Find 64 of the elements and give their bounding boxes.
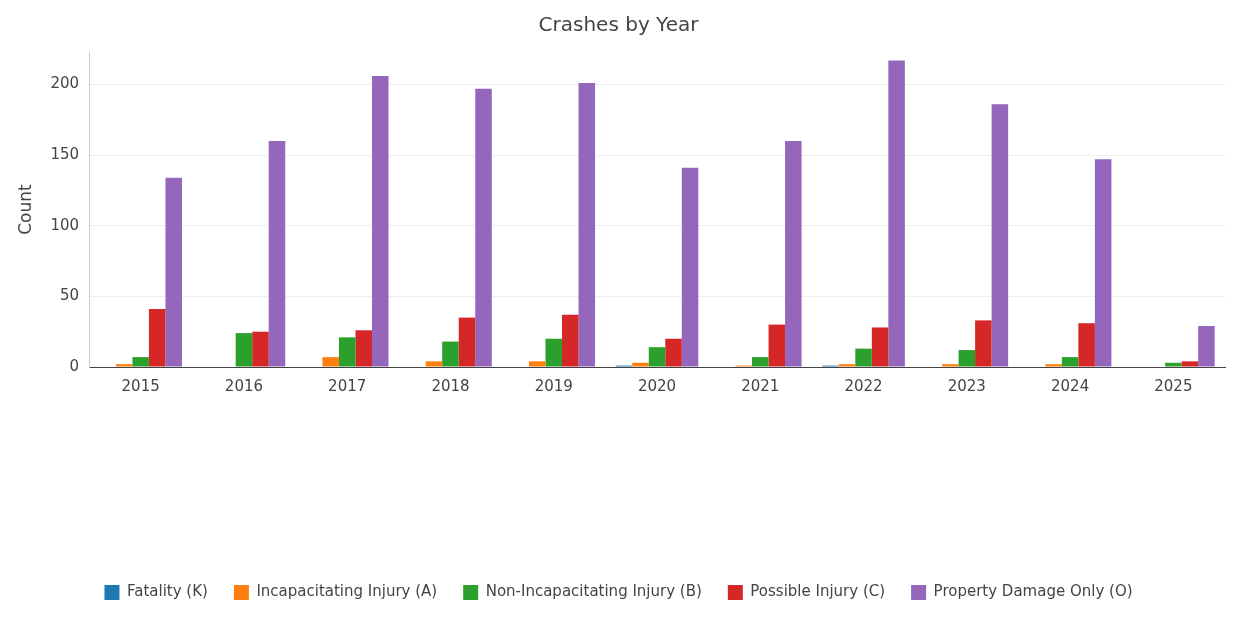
x-tick-label: 2025: [1154, 376, 1193, 395]
bar: [991, 104, 1009, 367]
bar: [942, 364, 959, 367]
bar: [1198, 326, 1215, 367]
bar: [871, 327, 889, 367]
bar: [648, 347, 666, 367]
bar: [355, 330, 372, 367]
bar: [768, 324, 786, 367]
x-tick-label: 2018: [431, 376, 470, 395]
bar: [371, 76, 389, 367]
x-tick-label: 2019: [534, 376, 573, 395]
legend-label: Non-Incapacitating Injury (B): [485, 582, 702, 601]
x-tick-label: 2023: [947, 376, 986, 395]
legend-label: Fatality (K): [126, 582, 208, 601]
bar: [1078, 323, 1095, 367]
bar: [958, 350, 976, 367]
bar: [665, 338, 682, 367]
bar: [855, 348, 872, 367]
bar: [322, 357, 339, 367]
legend-label: Possible Injury (C): [750, 582, 886, 601]
bar: [132, 357, 149, 367]
bar: [1061, 357, 1079, 367]
bar: [632, 362, 649, 367]
bar: [545, 338, 563, 367]
bar: [442, 341, 459, 367]
bar: [975, 320, 992, 367]
bar: [888, 60, 905, 367]
bar: [235, 333, 253, 367]
bar: [425, 361, 443, 367]
bar: [165, 177, 182, 367]
x-tick-label: 2015: [121, 376, 160, 395]
y-tick-label: 100: [50, 215, 80, 234]
bar: [1094, 159, 1112, 367]
bar: [1045, 364, 1062, 367]
y-tick-label: 200: [50, 74, 80, 93]
x-tick-label: 2020: [637, 376, 677, 395]
bar: [252, 331, 269, 367]
bar: [338, 337, 356, 367]
y-tick-label: 50: [59, 286, 80, 305]
bar: [1165, 362, 1182, 367]
bar: [528, 361, 546, 367]
bar: [752, 357, 769, 367]
bar: [115, 364, 133, 367]
y-tick-label: 150: [50, 145, 80, 164]
x-tick-label: 2016: [224, 376, 264, 395]
x-tick-label: 2017: [328, 376, 367, 395]
legend-label: Incapacitating Injury (A): [256, 582, 438, 601]
x-tick-label: 2024: [1051, 376, 1090, 395]
x-tick-label: 2022: [844, 376, 883, 395]
x-tick-label: 2021: [741, 376, 780, 395]
bar: [1181, 361, 1199, 367]
bar: [475, 88, 492, 367]
legend-label: Property Damage Only (O): [933, 582, 1133, 601]
bar: [785, 140, 802, 367]
bar: [681, 167, 699, 367]
chart-title: Crashes by Year: [538, 12, 700, 37]
bar: [268, 140, 286, 367]
y-axis-title: Count: [14, 183, 35, 235]
bar: [562, 314, 579, 367]
bar: [458, 317, 476, 367]
bar: [148, 309, 166, 367]
y-tick-label: 0: [69, 356, 80, 375]
bar: [578, 83, 596, 367]
bar: [838, 364, 856, 367]
